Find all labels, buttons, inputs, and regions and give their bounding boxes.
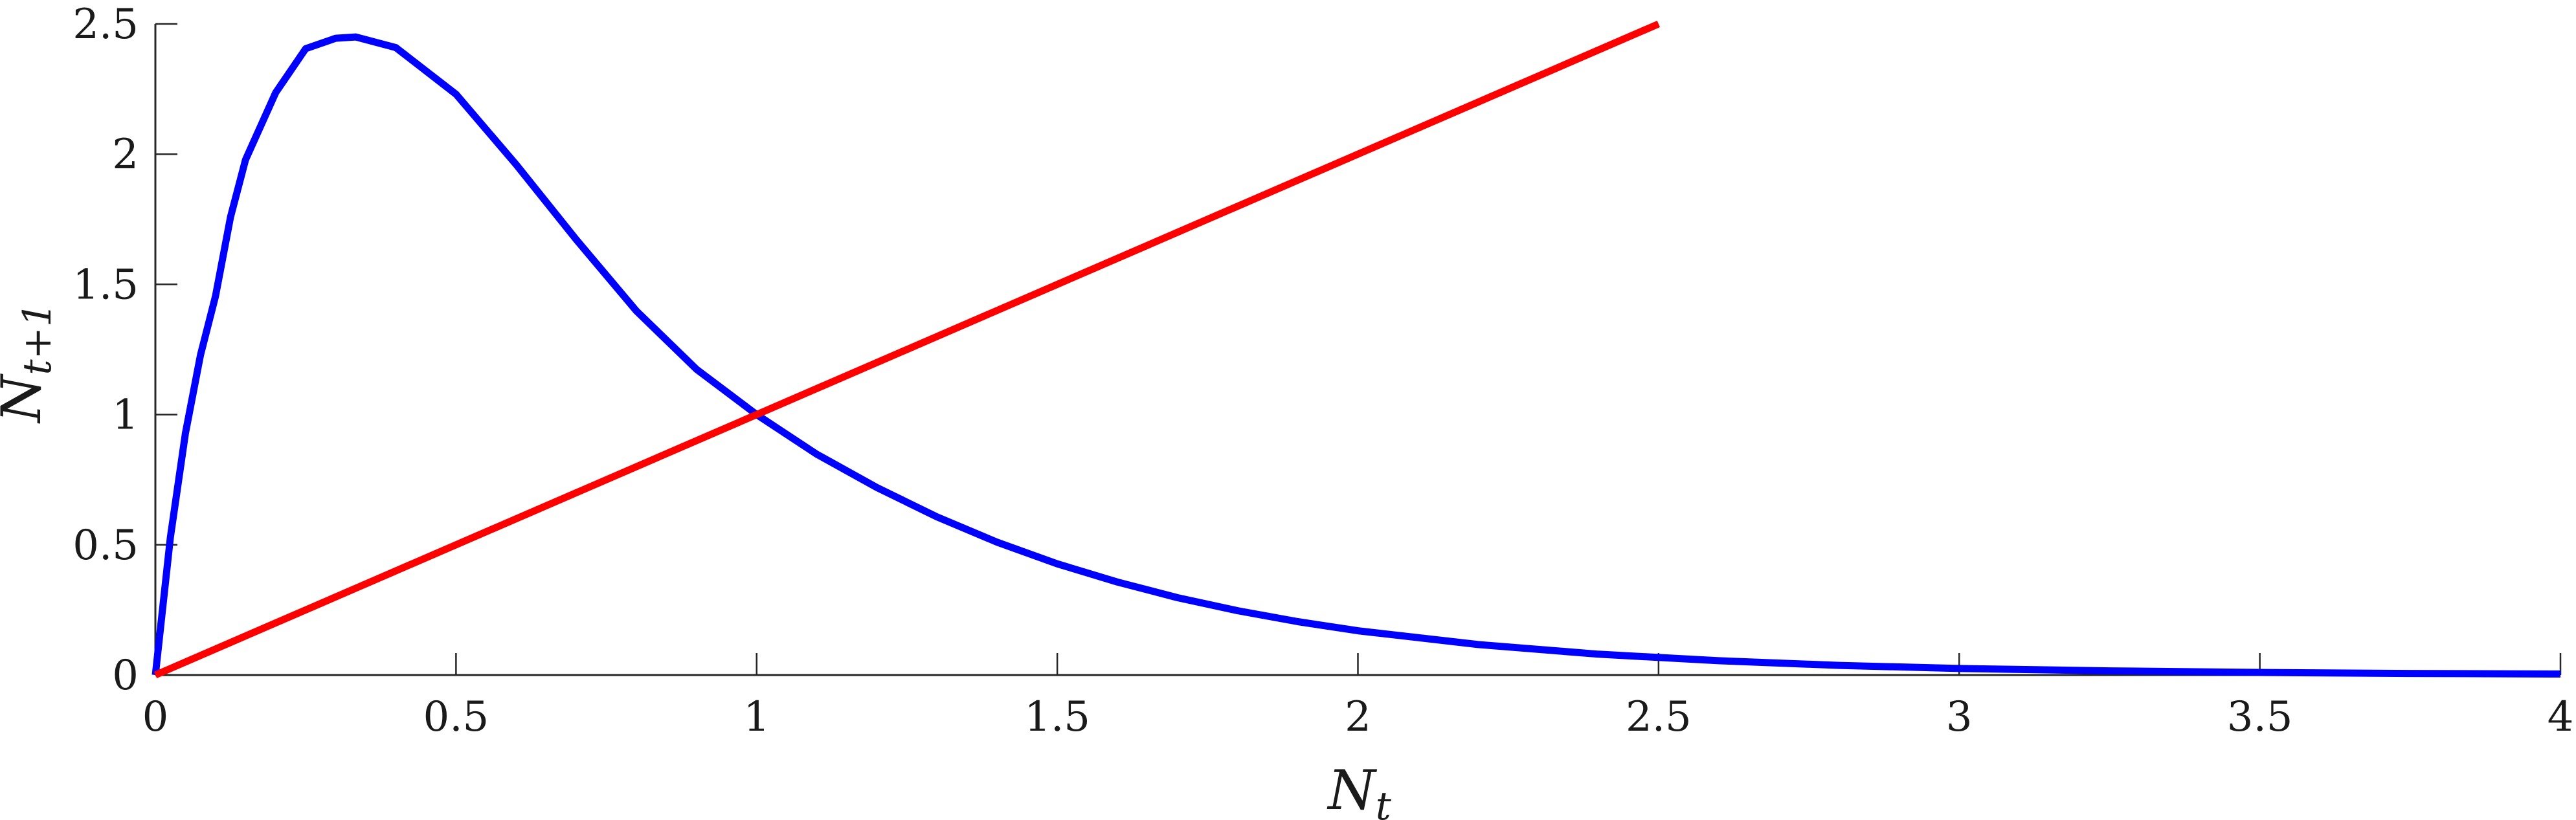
x-tick-label: 3 bbox=[1946, 693, 1973, 741]
y-tick-label: 1 bbox=[112, 392, 139, 439]
y-tick-label: 0 bbox=[112, 652, 139, 700]
x-tick-label: 0.5 bbox=[423, 693, 489, 741]
y-axis-title: Nt+1 bbox=[0, 302, 60, 424]
y-tick-label: 2.5 bbox=[73, 1, 139, 49]
y-tick-label: 1.5 bbox=[73, 261, 139, 309]
series-line-1 bbox=[151, 33, 2561, 678]
x-tick-label: 2 bbox=[1345, 693, 1371, 741]
x-tick-label: 2.5 bbox=[1626, 693, 1692, 741]
x-tick-label: 1.5 bbox=[1024, 693, 1090, 741]
ticks: 0 0.5 1 1.5 2 2.5 3 3.5 4 0 0.5 1 1.5 2 2.5 bbox=[73, 1, 2573, 741]
x-tick-label: 4 bbox=[2548, 693, 2574, 741]
series-line-2 bbox=[153, 20, 1661, 679]
axes bbox=[154, 24, 2560, 676]
x-tick-label: 1 bbox=[743, 693, 770, 741]
y-tick-label: 2 bbox=[112, 131, 139, 179]
y-tick-label: 0.5 bbox=[73, 522, 139, 570]
x-axis-title: Nt bbox=[1327, 759, 1392, 820]
x-tick-label: 0 bbox=[142, 693, 169, 741]
x-tick-label: 3.5 bbox=[2227, 693, 2293, 741]
series-group bbox=[151, 20, 2561, 679]
